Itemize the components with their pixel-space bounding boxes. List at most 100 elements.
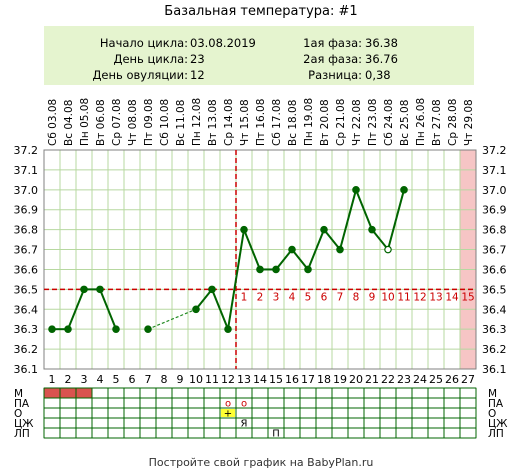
temperature-point bbox=[208, 285, 216, 294]
y-tick-label-right: 36.4 bbox=[482, 303, 507, 316]
symptom-row-label-left: О bbox=[14, 408, 22, 420]
phase2-value: 36.76 bbox=[365, 52, 398, 66]
y-tick-label-left: 37.0 bbox=[14, 184, 39, 197]
symptom-row-label-left: М bbox=[14, 388, 23, 400]
phase2-label: 2ая фаза: bbox=[303, 52, 362, 66]
temperature-point bbox=[224, 325, 232, 333]
date-label: Чт 08.08 bbox=[127, 99, 139, 146]
difference-value: 0,38 bbox=[365, 68, 391, 82]
y-tick-label-left: 37.2 bbox=[14, 144, 39, 157]
temperature-segment bbox=[227, 229, 245, 330]
post-ovulation-day-number: 12 bbox=[413, 291, 426, 303]
day-number: 17 bbox=[301, 373, 315, 386]
day-number: 27 bbox=[461, 373, 475, 386]
ovulation-day-label: День овуляции: bbox=[92, 68, 188, 82]
symptom-row-label-left: ЦЖ bbox=[14, 418, 34, 430]
ovulation-day-value: 12 bbox=[190, 68, 205, 82]
symptom-mark: П bbox=[272, 429, 280, 440]
temperature-point bbox=[256, 265, 264, 274]
post-ovulation-day-number: 13 bbox=[429, 291, 442, 303]
post-ovulation-day-number: 15 bbox=[461, 291, 474, 303]
date-label: Чт 29.08 bbox=[463, 99, 475, 146]
temperature-point bbox=[368, 225, 376, 234]
temperature-point bbox=[80, 285, 88, 294]
period-cell bbox=[76, 388, 92, 398]
temperature-point bbox=[64, 325, 72, 333]
day-number: 7 bbox=[145, 373, 152, 386]
temperature-point bbox=[400, 186, 408, 194]
date-label: Ср 21.08 bbox=[335, 99, 347, 146]
post-ovulation-day-number: 6 bbox=[321, 291, 328, 303]
date-label: Сб 10.08 bbox=[159, 99, 171, 146]
date-label: Вт 06.08 bbox=[95, 99, 107, 146]
temperature-segment bbox=[275, 248, 293, 271]
y-tick-label-right: 36.9 bbox=[482, 204, 507, 217]
y-tick-label-right: 36.3 bbox=[482, 323, 507, 336]
day-number: 19 bbox=[333, 373, 347, 386]
day-number: 14 bbox=[253, 373, 267, 386]
temperature-point bbox=[304, 265, 312, 274]
symptom-row-label-right: О bbox=[488, 408, 496, 420]
y-tick-label-right: 36.6 bbox=[482, 263, 507, 276]
phase1-label: 1ая фаза: bbox=[303, 36, 362, 50]
date-label: Пн 26.08 bbox=[415, 98, 427, 146]
difference-label: Разница: bbox=[308, 68, 362, 82]
symptom-row-label-left: ПА bbox=[14, 398, 30, 410]
temperature-point bbox=[112, 325, 120, 333]
date-label: Вс 18.08 bbox=[287, 100, 299, 146]
day-number: 20 bbox=[349, 373, 363, 386]
post-ovulation-day-number: 14 bbox=[445, 291, 459, 303]
chart-title: Базальная температура: #1 bbox=[164, 4, 358, 19]
date-label: Пн 19.08 bbox=[303, 98, 315, 146]
day-number: 3 bbox=[81, 373, 88, 386]
day-number: 18 bbox=[317, 373, 331, 386]
post-ovulation-day-number: 11 bbox=[397, 291, 410, 303]
temperature-segment bbox=[99, 288, 117, 330]
temperature-segment bbox=[211, 288, 229, 330]
phase1-value: 36.38 bbox=[365, 36, 398, 50]
temperature-point bbox=[48, 325, 56, 333]
day-number: 26 bbox=[445, 373, 459, 386]
cycle-day-label: День цикла: bbox=[113, 52, 188, 66]
y-tick-label-right: 36.5 bbox=[482, 283, 507, 296]
marker-cell bbox=[221, 409, 235, 417]
day-number: 13 bbox=[237, 373, 251, 386]
day-number: 9 bbox=[177, 373, 184, 386]
day-number: 15 bbox=[269, 373, 283, 386]
temperature-point bbox=[192, 305, 200, 314]
date-label: Пт 09.08 bbox=[143, 99, 155, 146]
symptom-row-label-right: М bbox=[488, 388, 497, 400]
post-ovulation-day-number: 1 bbox=[241, 291, 248, 303]
temperature-segment bbox=[371, 229, 389, 251]
y-tick-label-left: 36.9 bbox=[14, 204, 39, 217]
temperature-segment bbox=[67, 288, 85, 330]
y-tick-label-left: 36.3 bbox=[14, 323, 39, 336]
symptom-row-label-right: ЦЖ bbox=[488, 418, 508, 430]
y-tick-label-left: 36.7 bbox=[14, 244, 39, 257]
day-number: 25 bbox=[429, 373, 443, 386]
temperature-segment bbox=[323, 229, 341, 251]
y-tick-label-left: 36.4 bbox=[14, 303, 39, 316]
temperature-segment bbox=[307, 229, 325, 270]
y-tick-label-right: 36.7 bbox=[482, 244, 507, 257]
date-label: Сб 17.08 bbox=[271, 99, 283, 146]
plot-border bbox=[43, 149, 477, 370]
temperature-segment bbox=[243, 229, 261, 270]
post-ovulation-day-number: 3 bbox=[273, 291, 280, 303]
highlight-column bbox=[460, 150, 476, 369]
footer-link[interactable]: Постройте свой график на BabyPlan.ru bbox=[148, 456, 374, 469]
temperature-point bbox=[288, 245, 296, 254]
y-tick-label-right: 37.0 bbox=[482, 184, 507, 197]
symptom-mark: о bbox=[225, 399, 231, 410]
symptom-mark: + bbox=[224, 409, 232, 420]
day-number: 2 bbox=[65, 373, 72, 386]
y-tick-label-left: 36.6 bbox=[14, 263, 39, 276]
date-label: Сб 03.08 bbox=[47, 99, 59, 146]
date-label: Вт 20.08 bbox=[319, 99, 331, 146]
period-cell bbox=[60, 388, 76, 398]
day-number: 12 bbox=[221, 373, 235, 386]
temperature-point bbox=[336, 245, 344, 254]
temperature-point bbox=[144, 325, 152, 333]
